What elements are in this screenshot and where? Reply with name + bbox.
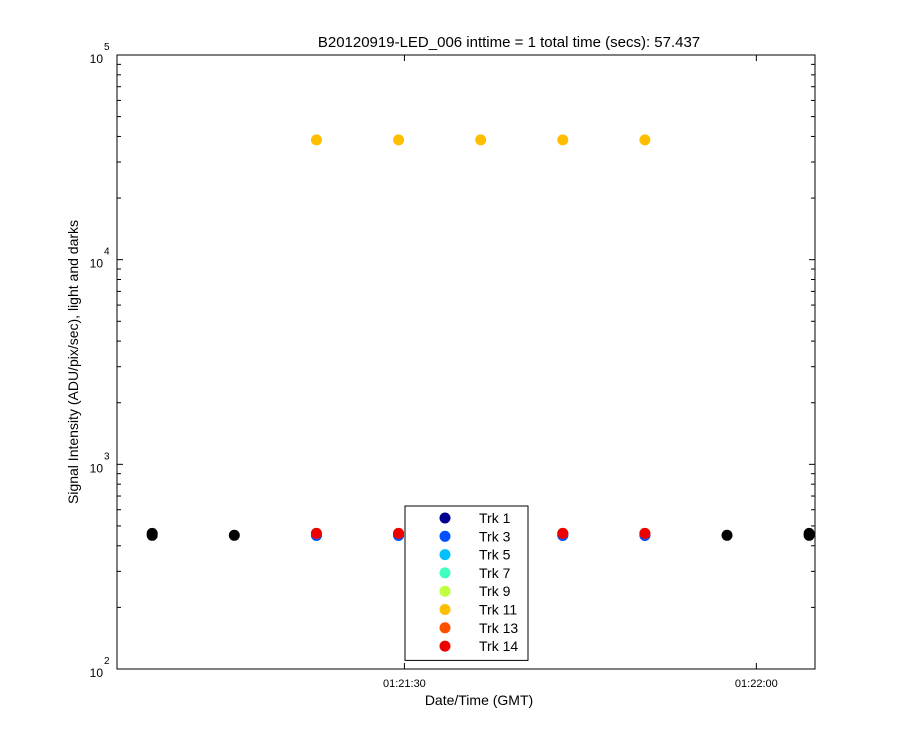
y-tick-exponent: 4 <box>104 247 110 258</box>
dark-frame-point <box>803 527 815 539</box>
y-tick-exponent: 2 <box>104 656 110 667</box>
x-tick-label: 01:21:30 <box>383 678 426 690</box>
x-axis-label: Date/Time (GMT) <box>425 692 533 708</box>
data-point <box>310 527 322 539</box>
legend-label: Trk 9 <box>479 583 511 599</box>
y-axis-label: Signal Intensity (ADU/pix/sec), light an… <box>65 220 81 504</box>
x-tick-label: 01:22:00 <box>735 678 778 690</box>
data-point <box>557 527 569 539</box>
data-points <box>146 134 815 541</box>
y-tick-label: 10 <box>90 666 104 680</box>
legend-label: Trk 13 <box>479 620 518 636</box>
dark-frame-point <box>228 529 240 541</box>
data-point <box>475 134 487 146</box>
legend-marker <box>439 622 451 634</box>
legend-label: Trk 7 <box>479 565 511 581</box>
y-tick-exponent: 3 <box>104 451 110 462</box>
legend-marker <box>439 530 451 542</box>
y-tick-label: 10 <box>90 461 104 475</box>
legend-marker <box>439 585 451 597</box>
y-tick-label: 10 <box>90 257 104 271</box>
legend: Trk 1 Trk 3 Trk 5 Trk 7 Trk 9 Trk 11 Trk 13 Trk… <box>404 505 529 661</box>
legend-marker <box>439 549 451 561</box>
legend-label: Trk 3 <box>479 528 511 544</box>
dark-frame-point <box>146 527 158 539</box>
y-tick-label: 10 <box>90 52 104 66</box>
legend-label: Trk 5 <box>479 547 511 563</box>
legend-label: Trk 1 <box>479 510 511 526</box>
legend-marker <box>439 512 451 524</box>
chart-title: B20120919-LED_006 inttime = 1 total time… <box>318 34 700 51</box>
data-point <box>639 527 651 539</box>
dark-frame-point <box>721 529 733 541</box>
legend-box <box>404 505 529 661</box>
data-point <box>393 134 405 146</box>
data-point <box>393 527 405 539</box>
data-point <box>310 134 322 146</box>
legend-marker <box>439 567 451 579</box>
legend-label: Trk 11 <box>479 602 517 618</box>
legend-label: Trk 14 <box>479 638 518 654</box>
y-tick-exponent: 5 <box>104 42 110 53</box>
data-point <box>557 134 569 146</box>
data-point <box>639 134 651 146</box>
legend-marker <box>439 640 451 652</box>
legend-marker <box>439 604 451 615</box>
